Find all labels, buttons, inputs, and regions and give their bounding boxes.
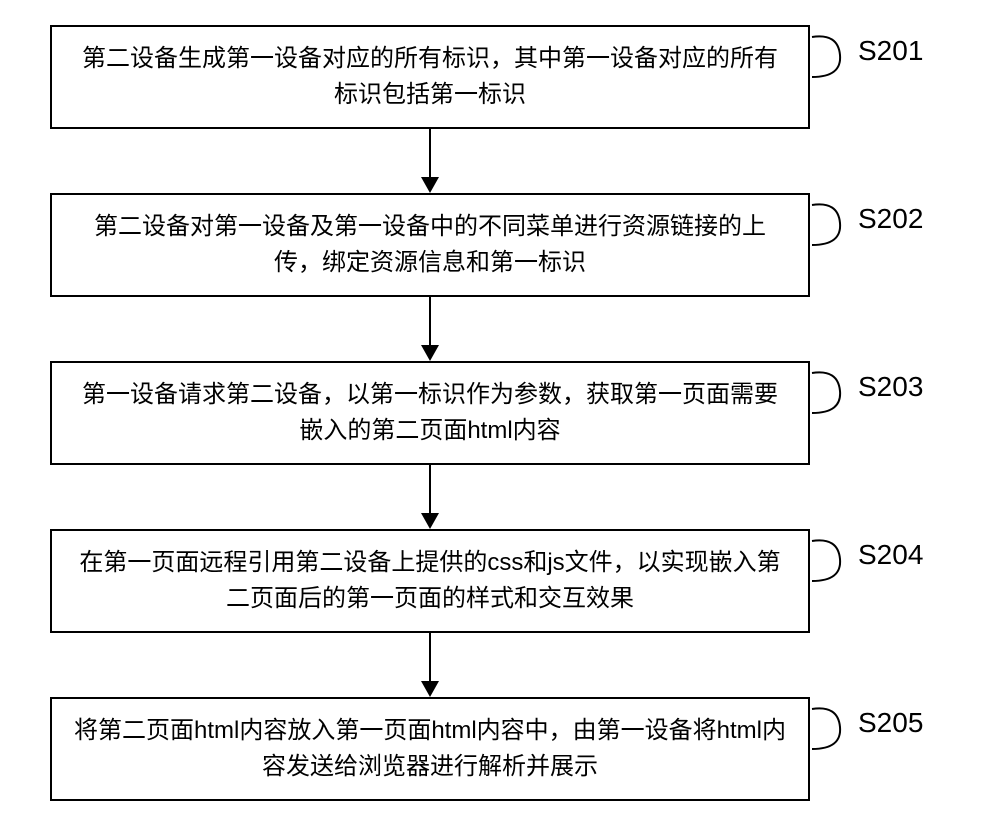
step-row-2: 第二设备对第一设备及第一设备中的不同菜单进行资源链接的上传，绑定资源信息和第一标… (50, 193, 950, 297)
flowchart-container: 第二设备生成第一设备对应的所有标识，其中第一设备对应的所有标识包括第一标识 S2… (50, 25, 950, 801)
step-box-2: 第二设备对第一设备及第一设备中的不同菜单进行资源链接的上传，绑定资源信息和第一标… (50, 193, 810, 297)
connector-brace-2 (810, 201, 858, 251)
connector-brace-3 (810, 369, 858, 419)
step-text-4: 在第一页面远程引用第二设备上提供的css和js文件，以实现嵌入第二页面后的第一页… (79, 549, 780, 612)
step-row-5: 将第二页面html内容放入第一页面html内容中，由第一设备将html内容发送给… (50, 697, 950, 801)
step-row-3: 第一设备请求第二设备，以第一标识作为参数，获取第一页面需要嵌入的第二页面html… (50, 361, 950, 465)
connector-brace-4 (810, 537, 858, 587)
arrow-line-4 (429, 633, 431, 685)
arrow-head-1 (421, 177, 439, 193)
arrow-head-2 (421, 345, 439, 361)
arrow-line-3 (429, 465, 431, 517)
arrow-2 (50, 297, 810, 361)
step-text-3: 第一设备请求第二设备，以第一标识作为参数，获取第一页面需要嵌入的第二页面html… (82, 381, 778, 444)
step-row-4: 在第一页面远程引用第二设备上提供的css和js文件，以实现嵌入第二页面后的第一页… (50, 529, 950, 633)
step-box-3: 第一设备请求第二设备，以第一标识作为参数，获取第一页面需要嵌入的第二页面html… (50, 361, 810, 465)
step-text-2: 第二设备对第一设备及第一设备中的不同菜单进行资源链接的上传，绑定资源信息和第一标… (94, 213, 766, 276)
step-row-1: 第二设备生成第一设备对应的所有标识，其中第一设备对应的所有标识包括第一标识 S2… (50, 25, 950, 129)
arrow-head-4 (421, 681, 439, 697)
step-text-1: 第二设备生成第一设备对应的所有标识，其中第一设备对应的所有标识包括第一标识 (82, 45, 778, 108)
step-box-4: 在第一页面远程引用第二设备上提供的css和js文件，以实现嵌入第二页面后的第一页… (50, 529, 810, 633)
connector-brace-5 (810, 705, 858, 755)
arrow-head-3 (421, 513, 439, 529)
arrow-1 (50, 129, 810, 193)
connector-brace-1 (810, 33, 858, 83)
step-label-2: S202 (858, 203, 923, 235)
arrow-line-1 (429, 129, 431, 181)
step-box-5: 将第二页面html内容放入第一页面html内容中，由第一设备将html内容发送给… (50, 697, 810, 801)
step-label-3: S203 (858, 371, 923, 403)
arrow-3 (50, 465, 810, 529)
step-label-4: S204 (858, 539, 923, 571)
step-text-5: 将第二页面html内容放入第一页面html内容中，由第一设备将html内容发送给… (74, 717, 786, 780)
step-label-5: S205 (858, 707, 923, 739)
step-box-1: 第二设备生成第一设备对应的所有标识，其中第一设备对应的所有标识包括第一标识 (50, 25, 810, 129)
arrow-line-2 (429, 297, 431, 349)
arrow-4 (50, 633, 810, 697)
step-label-1: S201 (858, 35, 923, 67)
